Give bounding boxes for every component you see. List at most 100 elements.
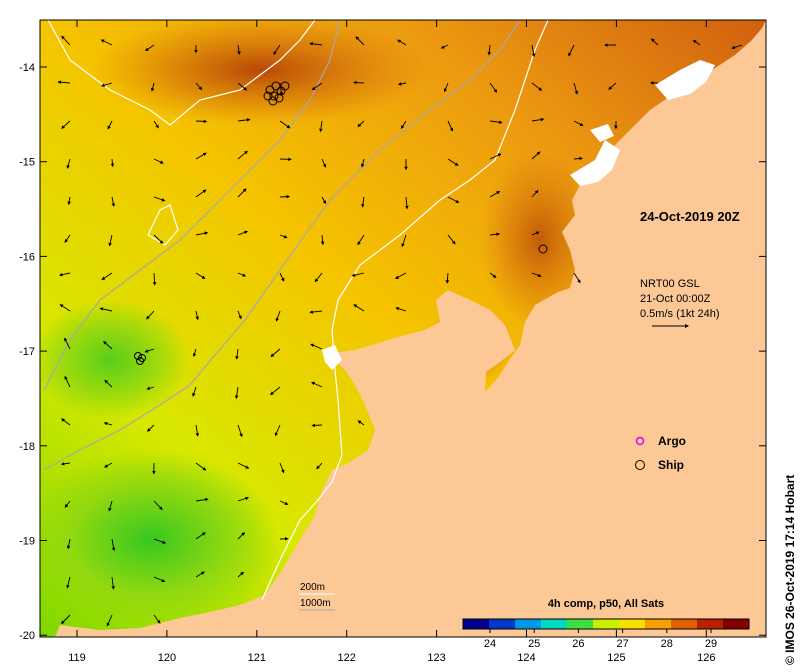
current-arrow	[153, 196, 166, 202]
current-arrow	[195, 119, 208, 124]
cool-patch-west	[40, 300, 190, 420]
current-arrow	[357, 120, 365, 128]
current-arrow	[447, 234, 456, 245]
current-arrow	[531, 272, 542, 278]
current-arrow	[360, 158, 365, 168]
colorbar-label: 26	[572, 638, 584, 650]
y-tick-label: -14	[19, 62, 35, 74]
current-arrow	[64, 375, 71, 388]
cloud-mask-3	[322, 345, 342, 370]
current-arrow	[110, 158, 115, 168]
current-arrow	[103, 421, 113, 426]
current-arrow	[237, 272, 247, 277]
cool-patch-south	[40, 450, 280, 630]
current-arrow	[100, 39, 113, 46]
current-arrow	[311, 381, 323, 388]
current-arrow	[487, 44, 492, 56]
current-arrow	[489, 82, 498, 93]
current-arrow	[144, 44, 155, 52]
current-arrow	[489, 191, 501, 198]
current-arrow	[153, 576, 166, 583]
ship-position	[280, 81, 290, 91]
current-arrow	[489, 153, 502, 160]
cloud-mask-2	[655, 60, 715, 100]
current-arrow	[146, 386, 155, 390]
land	[55, 20, 766, 637]
current-arrow	[309, 42, 323, 46]
colorbar-swatch	[619, 619, 646, 629]
current-arrow	[237, 118, 251, 122]
current-arrow	[531, 151, 541, 160]
colorbar-labels: 24 25 26 27 28 29	[484, 629, 717, 650]
current-arrow	[195, 231, 209, 236]
current-arrow	[237, 462, 250, 469]
current-arrow	[353, 304, 365, 312]
x-tick-label: 121	[248, 652, 266, 664]
current-arrow	[361, 196, 365, 208]
colorbar-label: 27	[616, 638, 628, 650]
credit-label: © IMOS 26-Oct-2019 17:14 Hobart	[783, 474, 797, 665]
current-arrow	[311, 82, 323, 91]
current-arrow	[443, 82, 449, 93]
current-arrow	[353, 80, 365, 85]
y-tick-label: -18	[19, 441, 35, 453]
current-vectors	[57, 35, 743, 627]
y-tick-label: -20	[19, 630, 35, 642]
current-arrow	[275, 310, 281, 322]
current-arrow	[608, 82, 617, 90]
current-arrow	[440, 44, 449, 49]
current-arrow	[279, 462, 285, 474]
current-arrow	[273, 44, 281, 56]
isobath-200m-label: 200m	[300, 582, 325, 593]
map-frame	[39, 19, 767, 638]
current-arrow	[153, 120, 159, 129]
colorbar-swatch	[463, 619, 490, 629]
colorbar-swatch	[567, 619, 594, 629]
cloud-mask-4	[590, 124, 614, 142]
argo-legend-label: Argo	[658, 434, 686, 448]
current-arrow	[316, 462, 323, 470]
current-date: 21-Oct 00:00Z	[640, 293, 711, 305]
isobath-1000m-west	[43, 20, 341, 391]
ship-position	[134, 352, 142, 360]
current-arrow	[274, 424, 281, 437]
ship-legend-label: Ship	[658, 458, 684, 472]
isobath-1000m-label: 1000m	[300, 598, 331, 609]
current-arrow	[144, 348, 155, 353]
current-arrow	[153, 234, 164, 244]
current-arrow	[108, 234, 113, 247]
current-arrow	[66, 538, 71, 550]
axis-ticks: 119 120 121 122 123 124 125 126 -14 -15 -16 -17 -18 -…	[19, 20, 766, 664]
current-arrow	[531, 189, 539, 198]
current-arrow	[395, 272, 407, 279]
colorbar-swatch	[489, 619, 516, 629]
current-arrow	[101, 272, 113, 280]
current-arrow	[103, 340, 113, 350]
current-arrow	[153, 538, 167, 544]
current-arrow	[195, 310, 199, 321]
colorbar-swatch	[723, 619, 750, 629]
current-arrow	[111, 576, 115, 590]
current-arrow	[99, 307, 113, 312]
current-arrow	[111, 538, 116, 552]
current-arrow	[195, 82, 203, 91]
colorbar-border	[462, 618, 750, 630]
current-arrow	[573, 120, 584, 127]
current-arrow	[320, 234, 325, 246]
colorbar-label: 25	[528, 638, 540, 650]
current-arrow	[237, 150, 248, 160]
colorbar-swatches	[463, 619, 750, 629]
current-arrow	[573, 82, 579, 95]
current-arrow	[405, 196, 409, 210]
current-arrow	[195, 571, 205, 578]
colorbar-label: 28	[661, 638, 673, 650]
isobath-200m	[261, 20, 549, 601]
current-arrow	[146, 424, 155, 432]
current-arrow	[234, 386, 239, 400]
colorbar-swatch	[515, 619, 542, 629]
current-arrow	[195, 152, 207, 160]
current-arrow	[57, 80, 71, 85]
current-arrow	[269, 386, 281, 396]
current-arrow	[397, 82, 407, 86]
current-arrow	[195, 272, 206, 279]
